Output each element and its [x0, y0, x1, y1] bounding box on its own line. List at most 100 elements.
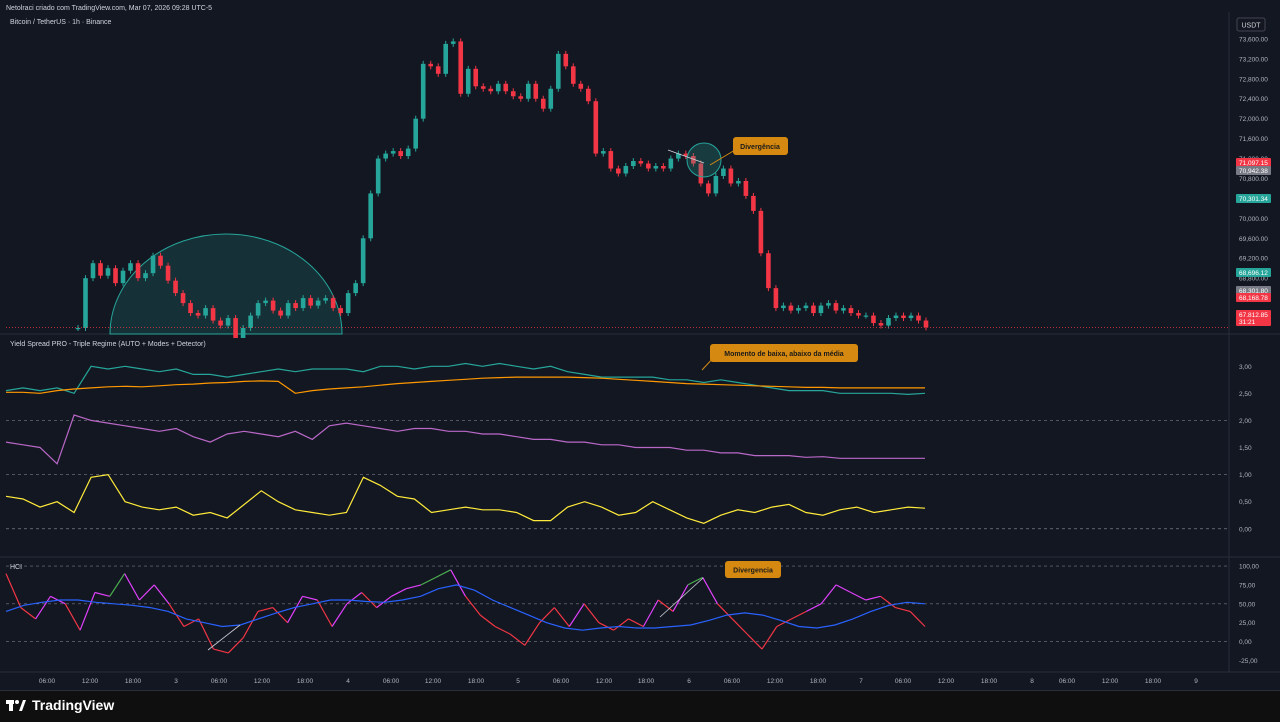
- candle-body: [113, 268, 118, 284]
- price-tick-label: 72,400.00: [1239, 96, 1268, 103]
- candle-body: [668, 158, 674, 169]
- candle-body: [98, 263, 103, 276]
- hci-tick-label: 75,00: [1239, 582, 1256, 589]
- yield-tick-label: 3,00: [1239, 364, 1252, 371]
- candle-body: [90, 263, 96, 279]
- candle-body: [638, 161, 644, 164]
- annotation-momentum: Momento de baixa, abaixo da média: [724, 351, 844, 358]
- candle-body: [428, 63, 434, 67]
- candle-body: [653, 166, 659, 169]
- hci-series-line: [583, 603, 600, 624]
- candle-body: [826, 303, 831, 306]
- candle-body: [488, 88, 494, 92]
- candle-body: [706, 183, 711, 194]
- candle-body: [781, 305, 786, 309]
- hci-series-line: [717, 603, 733, 620]
- hci-series-line: [806, 603, 822, 612]
- yield-tick-label: 1,50: [1239, 445, 1252, 452]
- price-tick-label: 73,200.00: [1239, 56, 1268, 63]
- hci-series-line: [613, 618, 629, 631]
- hci-series-line: [346, 592, 363, 605]
- time-tick-label: 12:00: [938, 678, 955, 685]
- candle-body: [766, 253, 771, 289]
- candle-body: [518, 96, 524, 99]
- price-tag: [1236, 194, 1271, 203]
- candle-body: [458, 41, 464, 94]
- candle-body: [751, 195, 756, 211]
- candle-body: [683, 153, 689, 157]
- candle-body: [623, 166, 629, 174]
- annotation-box: [733, 137, 788, 155]
- candle-body: [721, 168, 726, 176]
- hci-series-line: [213, 648, 229, 654]
- time-tick-label: 18:00: [125, 678, 142, 685]
- candle-body: [728, 168, 734, 184]
- yield-tick-label: 0,00: [1239, 526, 1252, 533]
- time-tick-label: 06:00: [39, 678, 56, 685]
- hci-series-line: [746, 633, 763, 650]
- time-tick-label: 06:00: [383, 678, 400, 685]
- time-tick-label: 5: [516, 678, 520, 685]
- price-axis[interactable]: 73,600.00 73,200.00 72,800.00 72,400.00 72,0…: [1236, 36, 1271, 665]
- candle-body: [525, 83, 531, 99]
- yield-series-line: [5, 414, 925, 465]
- hci-series-line: [124, 573, 140, 601]
- currency-button-label[interactable]: USDT: [1241, 23, 1261, 30]
- time-tick-label: 4: [346, 678, 350, 685]
- price-tick-label: 68,800.00: [1239, 276, 1268, 283]
- divergence-circle: [686, 142, 722, 178]
- candle-body: [616, 168, 621, 174]
- hci-series-line: [406, 584, 422, 590]
- candle-body: [811, 305, 816, 314]
- price-tick-label: 70,000.00: [1239, 216, 1268, 223]
- hci-pane[interactable]: [5, 565, 1228, 654]
- hci-tick-label: 50,00: [1239, 601, 1256, 608]
- footer-bar: TradingView: [0, 690, 1280, 722]
- candle-body: [646, 163, 651, 169]
- divergence-trendline: [659, 577, 704, 618]
- candle-body: [480, 86, 486, 89]
- candle-body: [173, 280, 178, 294]
- hci-series-line: [702, 577, 719, 605]
- annotations: Divergência Momento de baixa, abaixo da m…: [207, 137, 858, 651]
- time-tick-label: 18:00: [468, 678, 485, 685]
- candle-body: [383, 153, 388, 159]
- hci-series-line: [761, 626, 778, 650]
- hci-series-line: [5, 573, 22, 608]
- hci-series-line: [820, 584, 837, 605]
- candle-body: [473, 68, 479, 87]
- yield-series-line: [5, 362, 926, 396]
- currency-button[interactable]: [1236, 17, 1266, 32]
- yield-spread-pane[interactable]: [5, 362, 1228, 530]
- candle-body: [263, 300, 268, 304]
- candle-body: [510, 91, 516, 97]
- time-axis[interactable]: 06:00 12:00 18:00 3 06:00 12:00 18:00 4 06:00 12:…: [39, 678, 1198, 685]
- candle-body: [503, 83, 509, 92]
- yield-tick-label: 2,50: [1239, 391, 1252, 398]
- price-pane[interactable]: [6, 38, 1228, 338]
- candle-body: [375, 158, 381, 194]
- candle-body: [736, 180, 741, 184]
- candle-body: [841, 308, 846, 311]
- candle-body: [563, 53, 569, 67]
- candle-body: [225, 318, 231, 326]
- chart-canvas[interactable]: 73,600.0073,200.0072,800.0072,400.0072,0…: [0, 0, 1280, 690]
- time-tick-label: 12:00: [254, 678, 271, 685]
- candle-body: [413, 118, 418, 149]
- logo-text: TradingView: [32, 697, 115, 713]
- candle-body: [450, 41, 456, 44]
- hci-series-line: [331, 603, 348, 627]
- candle-body: [308, 298, 313, 306]
- hci-series-line: [865, 595, 881, 601]
- hci-series-line: [835, 584, 852, 594]
- annotation-divergence-price: Divergência: [740, 144, 780, 151]
- candle-body: [533, 83, 539, 99]
- candle-body: [856, 313, 861, 316]
- candle-body: [743, 180, 749, 196]
- hci-series-line: [909, 610, 926, 627]
- hci-series-line: [880, 595, 896, 609]
- candle-body: [796, 308, 801, 311]
- candle-body: [676, 153, 681, 159]
- tradingview-logo[interactable]: TradingView: [6, 697, 114, 713]
